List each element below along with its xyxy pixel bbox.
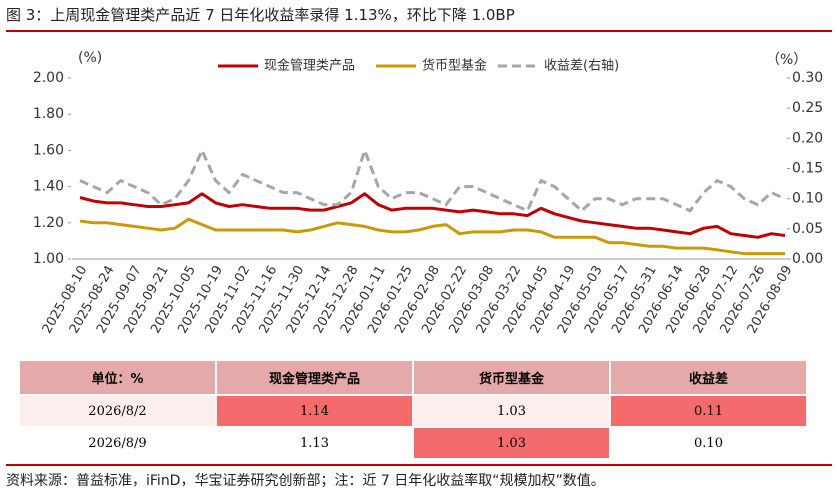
y-tick-label: 1.40 [33,179,64,195]
series-line [79,192,786,239]
table-cell: 1.13 [300,435,329,451]
y2-tick-label: 0.00 [792,251,823,267]
series-line [79,148,786,213]
y2-unit: （%） [766,52,807,68]
table-cell: 1.03 [414,396,609,426]
table-cell: 2026/8/9 [88,435,147,451]
y-unit: (%) [78,50,102,66]
footer-rule [6,464,832,466]
title-rule [6,30,832,32]
y2-tick-label: 0.20 [792,130,823,146]
y-tick-label: 1.60 [33,142,64,158]
series-line [79,217,785,256]
table-header: 收益差 [611,361,806,394]
table-cell: 0.11 [611,396,806,426]
y-tick-label: 1.00 [33,251,64,267]
table-cell: 1.03 [414,428,609,458]
table-header: 单位：% [20,361,215,394]
y2-tick-label: 0.15 [792,161,823,177]
chart: (%) （%） 1.00 1.20 1.40 1.60 1.80 2.00 0.00 0.05 0.… [33,50,823,336]
legend-label: 收益差(右轴) [544,59,619,74]
y2-tick-label: 0.25 [792,100,823,116]
legend-label: 现金管理类产品 [264,58,355,74]
data-table: 单位：% 现金管理类产品 货币型基金 收益差 2026/8/2 1.14 1.03 0.11… [18,359,808,460]
table-cell: 1.14 [217,396,412,426]
legend-label: 货币型基金 [422,58,487,74]
table-header: 货币型基金 [414,361,609,394]
table-cell: 0.10 [694,435,723,451]
y2-tick-label: 0.05 [792,221,823,237]
y-tick-label: 1.20 [33,215,64,231]
table-cell: 2026/8/2 [20,396,215,426]
title: 图 3：上周现金管理类产品近 7 日年化收益率录得 1.13%，环比下降 1.0… [6,6,515,24]
y2-tick-label: 0.10 [792,191,823,207]
table-header: 现金管理类产品 [217,361,412,394]
y-tick-label: 2.00 [33,70,64,86]
source-note: 资料来源：普益标准，iFinD，华宝证券研究创新部；注：近 7 日年化收益率取“… [6,473,605,489]
y-tick-label: 1.80 [33,106,64,122]
y2-tick-label: 0.30 [792,70,823,86]
